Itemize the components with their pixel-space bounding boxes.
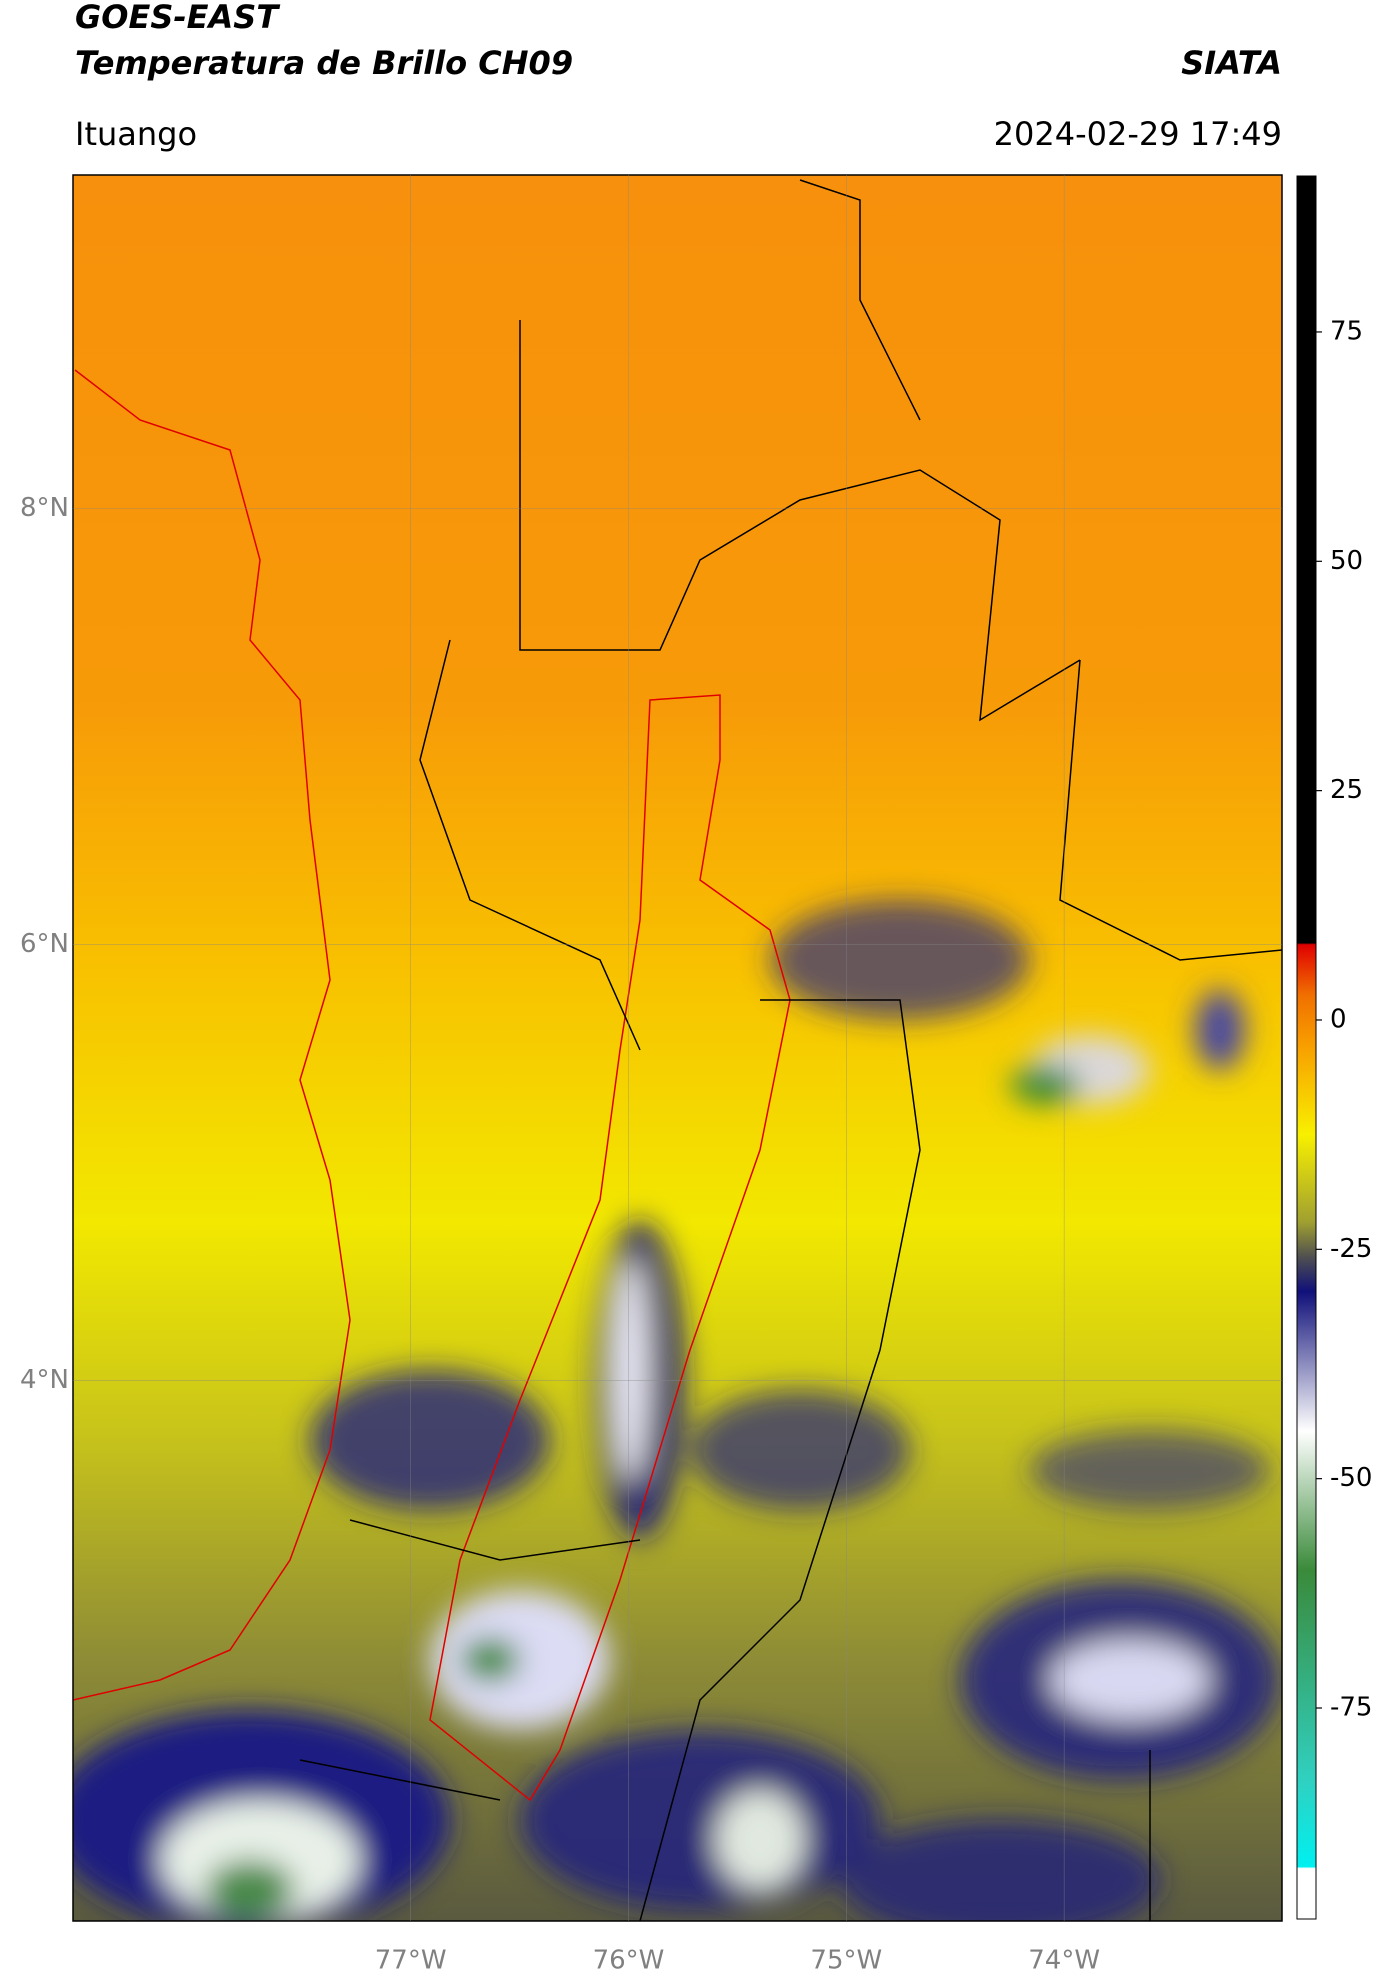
title: GOES-EAST [75, 0, 280, 36]
coastline [73, 369, 351, 1701]
cloud [612, 1260, 648, 1480]
cloud [840, 1820, 1160, 1921]
colorbar-tick-label: 50 [1330, 546, 1363, 576]
cloud-field [73, 900, 1280, 1921]
y-tick-label: 4°N [20, 1365, 69, 1395]
cloud [460, 1638, 520, 1682]
admin-boundary [299, 179, 1282, 1921]
x-tick-label: 76°W [593, 1946, 665, 1976]
colorbar [1296, 175, 1317, 1920]
cloud [1030, 1430, 1270, 1510]
cloud [1010, 1065, 1080, 1105]
cloud [1050, 1640, 1210, 1720]
cloud [1195, 990, 1245, 1070]
colorbar-tick-label: -50 [1330, 1463, 1372, 1493]
cloud [715, 1790, 805, 1890]
cloud [520, 1730, 880, 1910]
cloud [310, 1370, 550, 1510]
cloud [770, 900, 1030, 1020]
x-tick-label: 77°W [375, 1946, 447, 1976]
colorbar-tick-label: 25 [1330, 775, 1363, 805]
cloud [690, 1390, 910, 1510]
y-tick-label: 8°N [20, 493, 69, 523]
colorbar-tick-label: 0 [1330, 1004, 1347, 1034]
y-tick-label: 6°N [20, 929, 69, 959]
cloud [205, 1860, 295, 1920]
basin-outline [429, 694, 791, 1802]
map-image [73, 175, 1282, 1921]
subtitle: Temperatura de Brillo CH09 [75, 44, 573, 82]
colorbar-tick-label: -75 [1330, 1693, 1372, 1723]
timestamp: 2024-02-29 17:49 [994, 115, 1282, 153]
location: Ituango [75, 115, 197, 153]
brand: SIATA [1181, 44, 1282, 82]
colorbar-tick-label: 75 [1330, 316, 1363, 346]
map-frame [72, 174, 1283, 1922]
x-tick-label: 75°W [810, 1946, 882, 1976]
colorbar-tick-label: -25 [1330, 1234, 1372, 1264]
x-tick-label: 74°W [1028, 1946, 1100, 1976]
